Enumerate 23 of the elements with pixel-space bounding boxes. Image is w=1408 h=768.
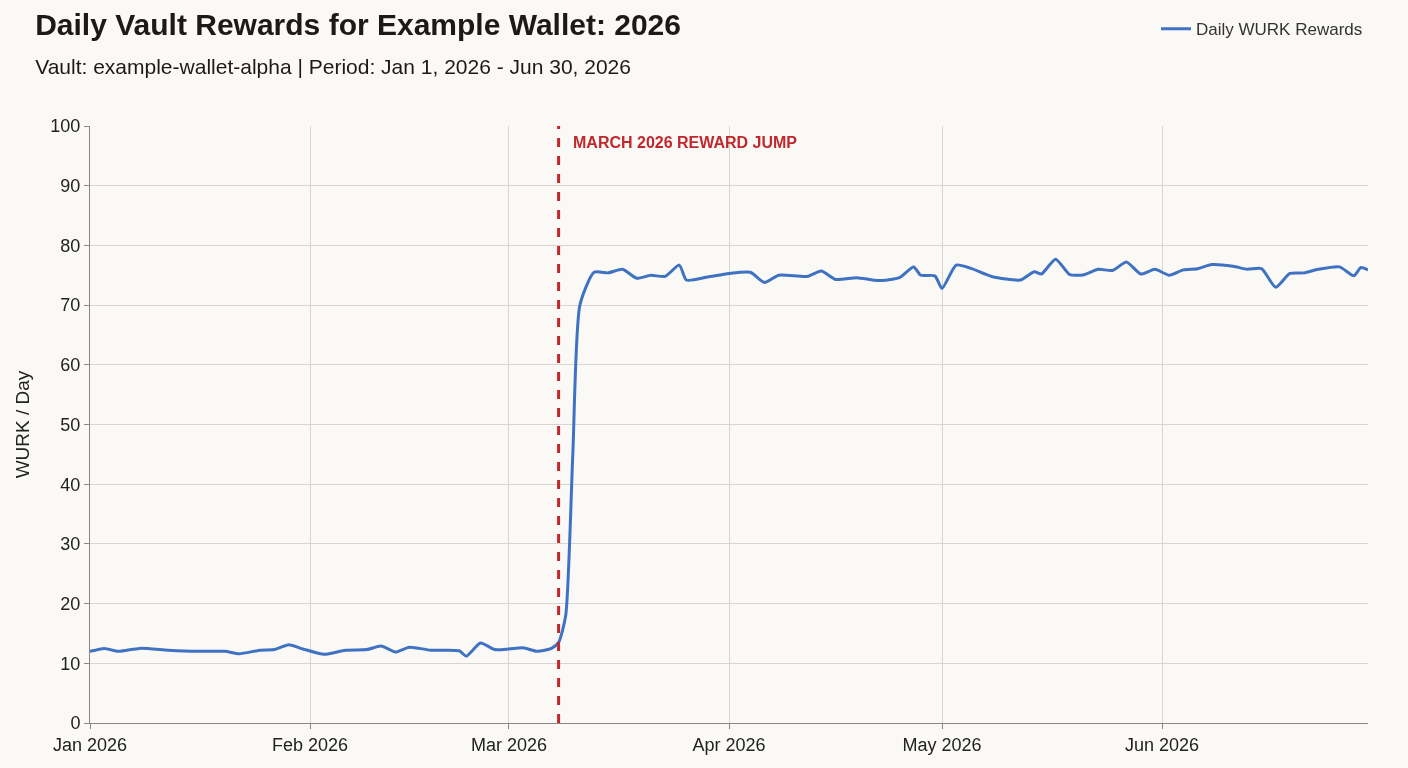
x-tick-label: May 2026 <box>902 734 982 755</box>
y-tick-label: 40 <box>60 474 81 495</box>
y-tick-label: 80 <box>60 235 81 256</box>
y-tick-label: 60 <box>60 355 81 376</box>
y-tick-label: 70 <box>60 295 81 316</box>
x-tick-label: Jun 2026 <box>1125 734 1200 755</box>
line-series <box>90 257 1368 658</box>
x-tick-label: Apr 2026 <box>692 734 766 755</box>
legend-label: Daily WURK Rewards <box>1196 20 1363 40</box>
y-tick-label: 0 <box>70 713 81 734</box>
x-tick-label: Feb 2026 <box>272 734 349 755</box>
y-tick-label: 50 <box>60 414 81 435</box>
y-tick-label: 30 <box>60 534 81 555</box>
y-tick-label: 100 <box>50 116 81 137</box>
y-tick-label: 10 <box>60 653 81 674</box>
x-tick-label: Jan 2026 <box>52 734 128 755</box>
chart-subtitle: Vault: example-wallet-alpha | Period: Jan 1, 2026 - Jun 30, 2026 <box>35 54 631 78</box>
y-axis-title: WURK / Day <box>12 370 34 479</box>
y-tick-label: 90 <box>60 176 81 196</box>
x-tick-label: Mar 2026 <box>470 734 547 755</box>
y-tick-label: 20 <box>60 593 81 614</box>
ref-line-label: MARCH 2026 REWARD JUMP <box>573 134 798 151</box>
chart-title: Daily Vault Rewards for Example Wallet: 2026 <box>35 7 682 41</box>
